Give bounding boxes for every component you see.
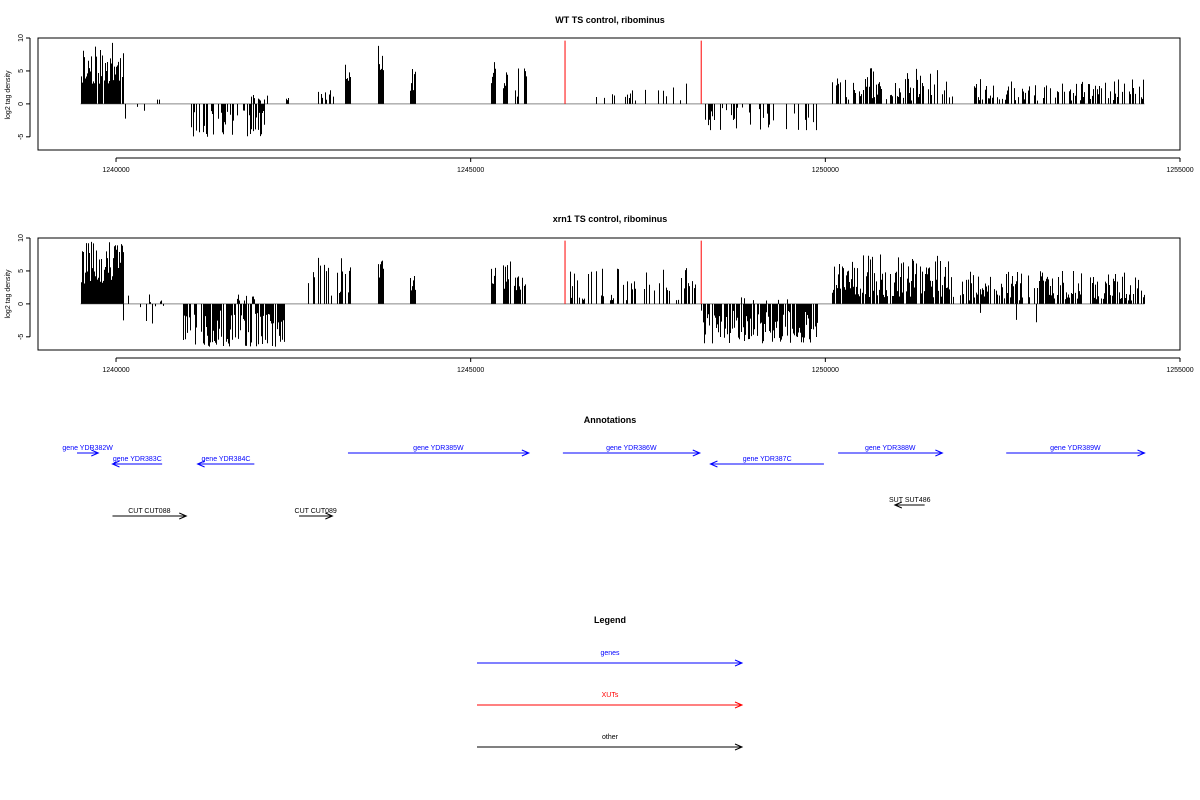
- x-tick-label: 1245000: [457, 367, 484, 374]
- feature: gene YDR386W: [562, 445, 702, 457]
- feature: gene YDR389W: [1006, 445, 1146, 457]
- y-tick-label: 0: [18, 102, 25, 106]
- x-tick-label: 1255000: [1166, 167, 1193, 174]
- feature-arrow-head: [325, 512, 334, 520]
- y-tick-label: -5: [18, 134, 25, 140]
- feature: gene YDR387C: [709, 456, 824, 468]
- wt-bars: [80, 40, 1145, 137]
- feature: gene YDR384C: [196, 456, 255, 468]
- feature-label: gene YDR389W: [1050, 445, 1101, 452]
- feature-arrow-head: [935, 449, 944, 457]
- wt-track-panel: WT TS control, ribominus log2 tag densit…: [5, 15, 1194, 174]
- legend-arrow-head: [734, 701, 744, 709]
- feature: gene YDR382W: [62, 445, 113, 457]
- legend-item: other: [477, 734, 744, 751]
- feature-label: gene YDR384C: [202, 456, 251, 463]
- legend-item: genes: [477, 650, 744, 667]
- annotations-title: Annotations: [584, 415, 637, 425]
- y-tick-label: 5: [18, 69, 25, 73]
- x-tick-label: 1240000: [102, 367, 129, 374]
- y-tick-label: -5: [18, 334, 25, 340]
- legend-title: Legend: [594, 615, 626, 625]
- x-tick-label: 1250000: [812, 367, 839, 374]
- feature-label: gene YDR383C: [113, 456, 162, 463]
- feature-label: CUT CUT088: [128, 508, 170, 515]
- x-tick-label: 1245000: [457, 167, 484, 174]
- feature-label: gene YDR382W: [62, 445, 113, 452]
- feature: CUT CUT089: [295, 508, 337, 520]
- y-tick-label: 10: [18, 234, 25, 242]
- y-tick-label: 5: [18, 269, 25, 273]
- xrn1-bars: [80, 240, 1145, 347]
- legend-label: XUTs: [602, 692, 619, 699]
- y-tick-label: 0: [18, 302, 25, 306]
- feature: SUT SUT486: [889, 497, 931, 509]
- wt-x-axis: 1240000 1245000 1250000 1255000: [102, 157, 1194, 174]
- xrn1-x-axis: 1240000 1245000 1250000 1255000: [102, 357, 1194, 374]
- feature: gene YDR388W: [838, 445, 944, 457]
- legend-arrow-head: [734, 743, 744, 751]
- feature-arrow-head: [111, 460, 120, 468]
- feature-label: gene YDR385W: [413, 445, 464, 452]
- feature-arrow-head: [1137, 449, 1146, 457]
- feature-label: gene YDR388W: [865, 445, 916, 452]
- feature-label: SUT SUT486: [889, 497, 931, 504]
- x-tick-label: 1240000: [102, 167, 129, 174]
- feature-label: gene YDR387C: [743, 456, 792, 463]
- wt-track-title: WT TS control, ribominus: [555, 15, 665, 25]
- xrn1-plot-frame: [37, 237, 1181, 351]
- legend-label: genes: [600, 650, 620, 657]
- legend-item: XUTs: [477, 692, 744, 709]
- feature-arrow-head: [91, 449, 100, 457]
- xrn1-track-panel: xrn1 TS control, ribominus log2 tag dens…: [5, 214, 1194, 374]
- x-tick-label: 1250000: [812, 167, 839, 174]
- xrn1-y-axis-label: log2 tag density: [5, 269, 12, 319]
- legend-arrow-head: [734, 659, 744, 667]
- wt-y-axis: -5 0 5 10: [18, 34, 31, 140]
- xrn1-track-title: xrn1 TS control, ribominus: [553, 214, 668, 224]
- feature-arrow-head: [179, 512, 188, 520]
- xrn1-y-axis: -5 0 5 10: [18, 234, 31, 340]
- y-tick-label: 10: [18, 34, 25, 42]
- legend-items: genes XUTs other: [477, 650, 744, 751]
- wt-plot-frame: [37, 37, 1181, 151]
- legend-panel: Legend genes XUTs other: [477, 615, 744, 751]
- feature-arrow-head: [893, 501, 903, 509]
- feature-arrow-head: [709, 460, 718, 468]
- feature: gene YDR383C: [111, 456, 163, 468]
- feature: CUT CUT088: [112, 508, 188, 520]
- feature-arrow-head: [692, 449, 702, 457]
- wt-y-axis-label: log2 tag density: [5, 70, 12, 120]
- legend-label: other: [602, 734, 619, 741]
- feature: gene YDR385W: [347, 445, 531, 457]
- feature-label: CUT CUT089: [295, 508, 337, 515]
- feature-arrow-head: [196, 460, 205, 468]
- x-tick-label: 1255000: [1166, 367, 1193, 374]
- feature-arrow-head: [521, 449, 531, 457]
- feature-label: gene YDR386W: [606, 445, 657, 452]
